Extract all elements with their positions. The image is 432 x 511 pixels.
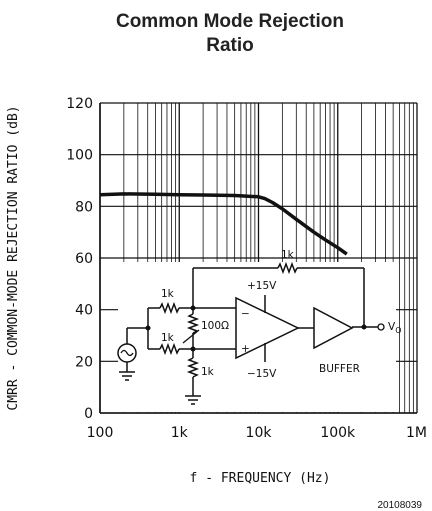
r-feedback-label: 1k [281, 249, 295, 261]
test-circuit: 1k 1k 100Ω 1k 1k [117, 249, 401, 412]
x-tick-label: 1M [406, 425, 427, 441]
resistor-top-icon [159, 301, 180, 315]
x-tick-label: 100k [320, 425, 356, 441]
supply-pos-label: +15V [247, 280, 277, 292]
pot-resistor-icon [186, 313, 200, 334]
r-pot-label: 100Ω [201, 320, 229, 332]
r-in-top-label: 1k [161, 288, 175, 300]
x-axis-label: f - FREQUENCY (Hz) [190, 471, 331, 486]
r-shunt-label: 1k [201, 366, 215, 378]
output-terminal-icon [377, 323, 385, 331]
resistor-bottom-icon [159, 342, 180, 356]
x-tick-label: 10k [246, 425, 273, 441]
y-tick-label: 40 [75, 303, 93, 319]
cmrr-curve [99, 192, 348, 256]
y-tick-label: 120 [66, 96, 93, 112]
y-tick-label: 100 [66, 148, 93, 164]
ground-icon [119, 371, 135, 381]
output-label: VO [388, 321, 401, 335]
sine-wave-icon [120, 349, 134, 357]
buffer-icon [313, 306, 354, 350]
y-tick-label: 80 [75, 199, 93, 215]
resistor-feedback-icon [277, 261, 298, 275]
x-tick-label: 100 [87, 425, 114, 441]
resistor-shunt-icon [186, 357, 200, 378]
y-tick-label: 0 [84, 406, 93, 422]
chart-title-line2: Ratio [206, 35, 254, 56]
chart-title-line1: Common Mode Rejection [116, 11, 344, 32]
opamp-plus-label: + [241, 343, 250, 355]
opamp-minus-label: − [241, 308, 250, 320]
y-tick-labels: 0 20 40 60 80 100 120 [66, 96, 93, 422]
buffer-label: BUFFER [319, 363, 360, 375]
y-tick-label: 20 [75, 354, 93, 370]
x-tick-labels: 100 1k 10k 100k 1M [87, 425, 427, 441]
x-tick-label: 1k [171, 425, 189, 441]
y-tick-label: 60 [75, 251, 93, 267]
opamp-icon [235, 296, 300, 360]
y-axis-label: CMRR - COMMON-MODE REJECTION RATIO (dB) [6, 105, 21, 410]
figure-id: 20108039 [378, 500, 423, 511]
supply-neg-label: −15V [247, 368, 277, 380]
pot-arrow-icon [182, 329, 200, 344]
ground-icon [185, 395, 201, 405]
r-in-bottom-label: 1k [161, 332, 175, 344]
